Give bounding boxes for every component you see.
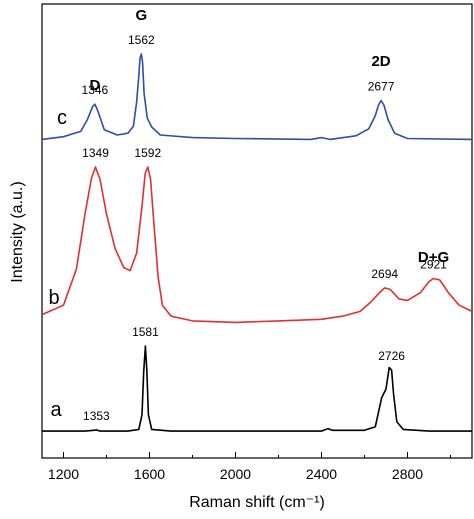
- series-line-c: [41, 53, 473, 141]
- peak-label: 2921: [420, 257, 447, 271]
- x-tick-label: 1200: [48, 466, 79, 482]
- band-label: D+G: [418, 249, 449, 266]
- x-axis-label: Raman shift (cm⁻¹): [189, 494, 325, 511]
- band-label: G: [135, 7, 147, 24]
- y-axis-label: Intensity (a.u.): [9, 181, 26, 282]
- peak-label: 2726: [378, 349, 405, 363]
- series-letter-b: b: [48, 287, 59, 309]
- peak-label: 1346: [82, 83, 109, 97]
- band-label: 2D: [371, 53, 390, 70]
- peak-label: 1562: [128, 33, 155, 47]
- plot-frame: [41, 3, 473, 459]
- series-letter-a: a: [50, 399, 62, 421]
- series-letter-c: c: [57, 107, 67, 129]
- x-tick-label: 1600: [134, 466, 165, 482]
- series-line-b: [41, 166, 473, 324]
- peak-label: 1353: [83, 409, 110, 423]
- peak-label: 2677: [368, 80, 395, 94]
- x-tick-label: 2400: [306, 466, 337, 482]
- x-tick-label: 2800: [392, 466, 423, 482]
- peak-label: 1592: [134, 146, 161, 160]
- x-tick-label: 2000: [220, 466, 251, 482]
- band-label: D: [89, 77, 100, 94]
- peak-label: 1349: [82, 146, 109, 160]
- peak-label: 2694: [371, 267, 398, 281]
- peak-label: 1581: [132, 325, 159, 339]
- series-line-a: [42, 345, 472, 432]
